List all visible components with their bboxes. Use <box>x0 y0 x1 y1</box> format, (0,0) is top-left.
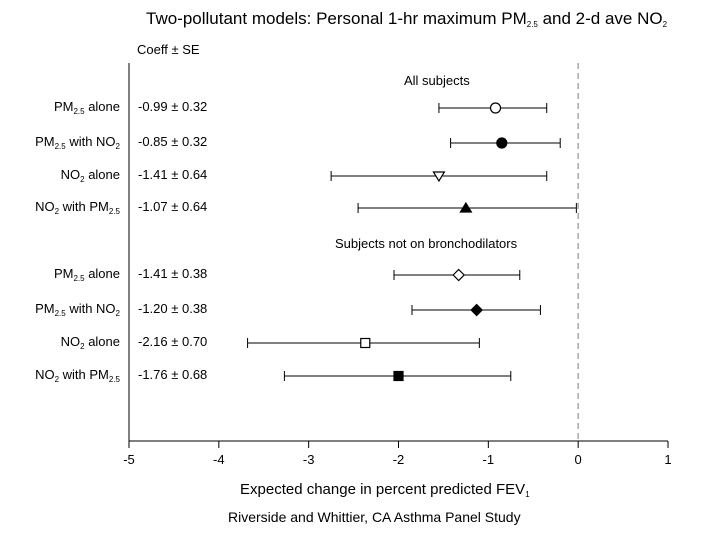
row-label: NO2 alone <box>60 167 120 184</box>
open-square-marker <box>360 337 371 349</box>
chart-footer: Riverside and Whittier, CA Asthma Panel … <box>228 509 521 525</box>
open-circle-marker <box>489 102 502 114</box>
row-coefficient: -2.16 ± 0.70 <box>138 334 208 349</box>
row-label: NO2 with PM2.5 <box>35 367 120 384</box>
filled-triangle-up-marker <box>459 201 473 213</box>
chart-title: Two-pollutant models: Personal 1-hr maxi… <box>146 9 668 29</box>
row-coefficient: -0.85 ± 0.32 <box>138 134 208 149</box>
row-label: NO2 alone <box>60 334 120 351</box>
row-label: PM2.5 with NO2 <box>35 301 120 318</box>
row-coefficient: -1.41 ± 0.38 <box>138 266 208 281</box>
filled-square-marker <box>393 370 404 382</box>
group-label: All subjects <box>404 73 470 88</box>
row-coefficient: -1.20 ± 0.38 <box>138 301 208 316</box>
coefficient-column-header: Coeff ± SE <box>137 42 200 57</box>
row-coefficient: -1.07 ± 0.64 <box>138 199 208 214</box>
open-triangle-down-marker <box>432 171 446 183</box>
x-tick-label: 1 <box>664 452 671 467</box>
row-label: NO2 with PM2.5 <box>35 199 120 216</box>
x-tick-label: -3 <box>303 452 315 467</box>
x-tick-label: -2 <box>393 452 405 467</box>
row-label: PM2.5 alone <box>53 266 120 283</box>
x-tick-label: 0 <box>575 452 582 467</box>
x-axis-label: Expected change in percent predicted FEV… <box>240 481 530 499</box>
row-coefficient: -1.76 ± 0.68 <box>138 367 208 382</box>
x-tick-label: -1 <box>483 452 495 467</box>
row-label: PM2.5 alone <box>53 99 120 116</box>
row-label: PM2.5 with NO2 <box>35 134 120 151</box>
filled-diamond-marker <box>470 303 484 317</box>
row-coefficient: -1.41 ± 0.64 <box>138 167 208 182</box>
x-tick-label: -5 <box>123 452 135 467</box>
group-label: Subjects not on bronchodilators <box>335 236 518 251</box>
x-tick-label: -4 <box>213 452 225 467</box>
row-coefficient: -0.99 ± 0.32 <box>138 99 208 114</box>
open-diamond-marker <box>452 268 466 282</box>
filled-circle-marker <box>496 137 508 149</box>
